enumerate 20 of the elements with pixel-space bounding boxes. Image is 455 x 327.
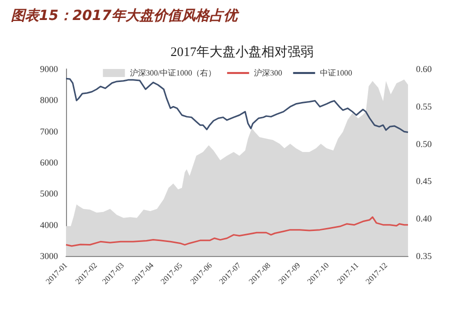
y2-tick-label: 0.40	[416, 214, 432, 224]
y2-tick-label: 0.60	[416, 64, 432, 74]
legend-label: 沪深300	[254, 68, 282, 78]
y2-tick-label: 0.50	[416, 138, 432, 149]
y-tick-label: 9000	[40, 64, 58, 74]
y2-tick-label: 0.45	[416, 176, 432, 186]
y-tick-label: 7000	[40, 126, 58, 136]
y-tick-label: 5000	[40, 188, 58, 199]
y2-tick-label: 0.35	[416, 251, 432, 261]
line-series	[65, 216, 409, 247]
y2-tick-label: 0.55	[416, 101, 432, 112]
chart-subtitle: 2017年大盘小盘相对强弱	[170, 44, 314, 59]
y-tick-label: 4000	[40, 220, 58, 230]
y-tick-label: 8000	[40, 95, 58, 106]
legend-label: 沪深300/中证1000（右）	[130, 68, 216, 78]
y-tick-label: 3000	[40, 251, 58, 261]
line-series	[65, 78, 409, 134]
y-tick-label: 6000	[40, 158, 58, 168]
legend-label: 中证1000	[320, 68, 352, 78]
chart-title: 图表15：2017年大盘价值风格占优	[11, 8, 240, 24]
